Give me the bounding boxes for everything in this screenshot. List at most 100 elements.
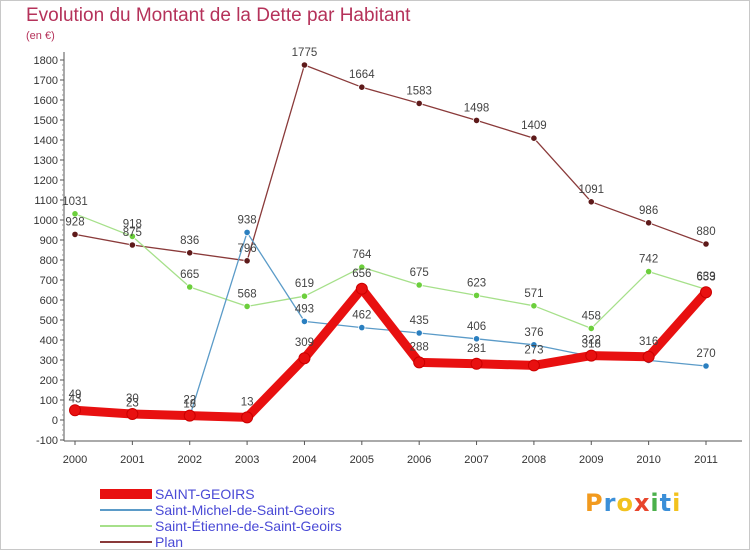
data-point: [645, 219, 653, 227]
data-label: 493: [295, 303, 314, 315]
data-point: [642, 350, 655, 363]
data-point: [128, 232, 136, 240]
data-label: 281: [467, 343, 486, 355]
data-point: [243, 302, 251, 310]
legend-item-plan: Plan: [100, 534, 420, 550]
data-label: 288: [410, 341, 429, 353]
data-label: 918: [123, 218, 142, 230]
logo-letter: x: [633, 489, 651, 517]
y-tick-label: 300: [40, 355, 58, 367]
data-label: 30: [126, 393, 139, 405]
y-tick-label: 1000: [34, 215, 58, 227]
x-tick-label: 2005: [350, 454, 374, 466]
y-tick-label: 800: [40, 255, 58, 267]
y-tick-label: 1600: [34, 95, 58, 107]
data-point: [71, 230, 79, 238]
data-label: 1583: [406, 85, 432, 97]
data-label: 316: [639, 336, 658, 348]
data-label: 928: [65, 216, 84, 228]
data-point: [585, 349, 598, 362]
data-point: [300, 61, 309, 69]
x-tick-label: 2001: [120, 454, 144, 466]
logo-letter: o: [616, 489, 634, 517]
data-label: 458: [582, 310, 601, 322]
chart-title: Evolution du Montant de la Dette par Hab…: [26, 5, 411, 26]
y-tick-label: 1400: [34, 135, 58, 147]
data-point: [241, 411, 254, 424]
data-point: [470, 357, 483, 370]
legend-label: Plan: [155, 534, 184, 550]
logo-letter: r: [603, 489, 617, 517]
proxiti-logo: Proxiti: [585, 489, 681, 517]
legend-item-saint-etienne: Saint-Étienne-de-Saint-Geoirs: [100, 518, 420, 534]
logo-letter: P: [585, 489, 604, 517]
data-point: [300, 317, 309, 325]
y-tick-label: 1700: [34, 75, 58, 87]
data-point: [415, 281, 423, 289]
x-tick-label: 2002: [177, 454, 201, 466]
data-label: 1498: [464, 102, 490, 114]
data-label: 270: [696, 348, 715, 360]
data-label: 653: [696, 271, 715, 283]
data-point: [700, 286, 712, 299]
y-tick-label: 0: [52, 415, 58, 427]
data-point: [358, 83, 366, 91]
data-label: 619: [295, 278, 314, 290]
data-label: 18: [183, 398, 196, 410]
y-tick-label: 900: [40, 235, 58, 247]
logo-letter: i: [672, 489, 682, 517]
data-label: 656: [352, 268, 371, 280]
x-tick-label: 2007: [464, 454, 488, 466]
chart-unit: (en €): [26, 30, 55, 42]
y-tick-label: 600: [40, 295, 58, 307]
data-label: 623: [467, 277, 486, 289]
data-label: 880: [696, 226, 715, 238]
data-label: 1664: [349, 69, 375, 81]
data-point: [71, 210, 79, 218]
legend-label: Saint-Michel-de-Saint-Geoirs: [155, 502, 335, 518]
data-label: 406: [467, 321, 486, 333]
data-label: 742: [639, 254, 658, 266]
data-label: 639: [696, 271, 715, 283]
data-point: [355, 282, 368, 295]
legend-swatch: [100, 541, 152, 543]
x-tick-label: 2000: [63, 454, 87, 466]
data-label: 571: [524, 288, 543, 300]
data-point: [186, 283, 194, 291]
data-label: 22: [183, 395, 196, 407]
logo-letter: i: [650, 489, 660, 517]
legend: SAINT-GEOIRS Saint-Michel-de-Saint-Geoir…: [100, 486, 420, 550]
data-point: [300, 292, 309, 300]
data-label: 1409: [521, 120, 547, 132]
data-label: 49: [69, 389, 82, 401]
x-tick-label: 2008: [522, 454, 546, 466]
data-point: [530, 341, 538, 349]
data-label: 1031: [62, 196, 88, 208]
y-tick-label: 700: [40, 275, 58, 287]
y-tick-label: 500: [40, 315, 58, 327]
y-tick-label: 1500: [34, 115, 58, 127]
data-label: 435: [410, 315, 429, 327]
data-point: [527, 359, 540, 372]
data-point: [243, 228, 251, 236]
data-point: [69, 404, 81, 417]
data-point: [128, 241, 136, 249]
x-tick-label: 2006: [407, 454, 431, 466]
data-label: 309: [295, 337, 314, 349]
data-label: 875: [123, 227, 142, 239]
series-line-3: [74, 64, 707, 262]
data-point: [358, 323, 366, 332]
data-point: [358, 263, 366, 271]
x-tick-label: 2011: [694, 454, 718, 466]
y-tick-label: -100: [36, 435, 58, 447]
data-point: [702, 362, 710, 370]
data-point: [183, 409, 196, 422]
legend-swatch: [100, 525, 152, 527]
data-point: [126, 408, 139, 420]
y-tick-label: 100: [40, 395, 58, 407]
data-point: [472, 291, 481, 299]
series-line-2: [74, 213, 707, 330]
data-label: 675: [410, 267, 429, 279]
y-tick-label: 400: [40, 335, 58, 347]
